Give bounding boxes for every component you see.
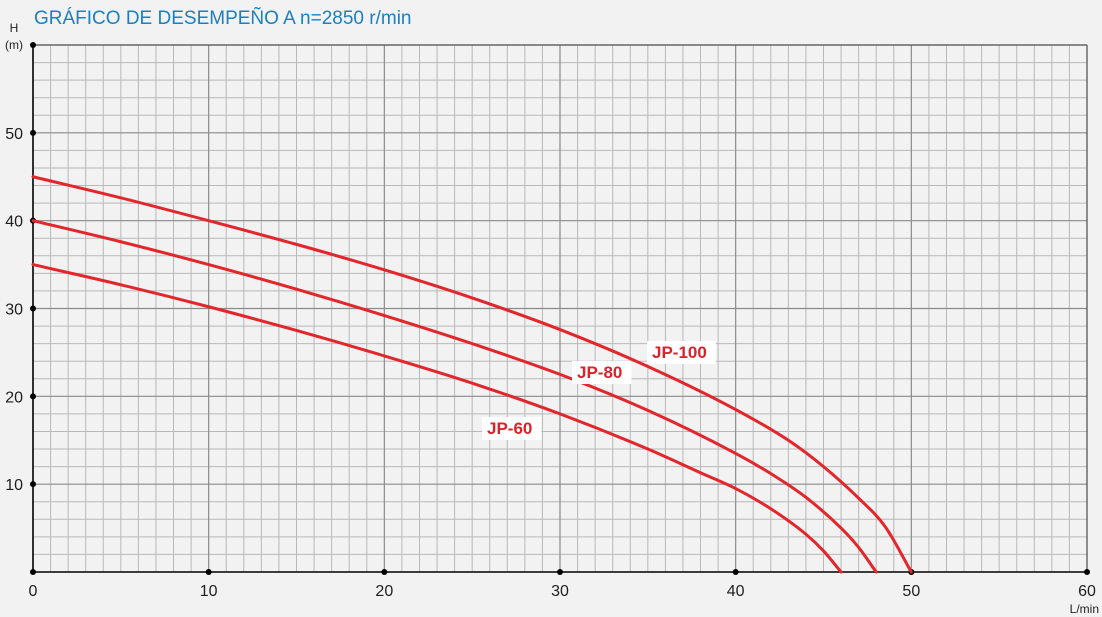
y-tick-label: 30 bbox=[5, 302, 23, 319]
x-tick-dot bbox=[557, 569, 563, 575]
y-tick-dot bbox=[30, 481, 36, 488]
x-tick-label: 30 bbox=[551, 583, 569, 600]
ticks: 0 10 20 30 40 50 60 10 20 30 40 50 bbox=[5, 42, 1096, 600]
series-lines bbox=[31, 175, 913, 574]
y-tick-dot bbox=[30, 305, 36, 312]
series-line-jp-80 bbox=[31, 219, 878, 574]
x-tick-label: 20 bbox=[375, 583, 393, 600]
x-tick-dot bbox=[30, 569, 36, 575]
series-label-text: JP-80 bbox=[577, 363, 622, 382]
y-tick-label: 20 bbox=[5, 389, 23, 406]
series-line-jp-60 bbox=[31, 263, 843, 574]
y-tick-label: 40 bbox=[5, 214, 23, 231]
x-tick-label: 40 bbox=[727, 583, 745, 600]
series-line-jp-100 bbox=[31, 175, 913, 574]
series-label-bg bbox=[572, 361, 632, 384]
x-tick-dot bbox=[732, 569, 739, 575]
y-tick-label: 10 bbox=[5, 477, 23, 494]
series-labels: JP-100 JP-80 JP-60 bbox=[482, 341, 716, 440]
series-label-bg bbox=[482, 417, 542, 440]
y-tick-dot bbox=[30, 393, 36, 400]
series-label-jp-60: JP-60 bbox=[482, 417, 542, 440]
y-axis-top-dot bbox=[30, 42, 36, 48]
x-tick-label: 10 bbox=[200, 583, 218, 600]
y-tick-label: 50 bbox=[5, 126, 23, 143]
series-label-text: JP-60 bbox=[487, 419, 532, 438]
x-tick-dot bbox=[1084, 569, 1090, 575]
x-tick-label: 60 bbox=[1078, 583, 1096, 600]
y-tick-dot bbox=[30, 129, 36, 136]
grid bbox=[33, 44, 1088, 572]
series-label-jp-80: JP-80 bbox=[572, 361, 632, 384]
y-axis-unit: (m) bbox=[5, 38, 23, 52]
y-axis-label: H bbox=[10, 21, 19, 35]
series-label-jp-100: JP-100 bbox=[647, 341, 716, 364]
x-tick-dot bbox=[381, 569, 388, 575]
series-label-bg bbox=[647, 341, 716, 364]
x-tick-label: 0 bbox=[29, 583, 38, 600]
series-label-text: JP-100 bbox=[652, 343, 707, 362]
x-axis-label: L/min bbox=[1070, 602, 1099, 616]
x-tick-label: 50 bbox=[902, 583, 920, 600]
x-tick-dot bbox=[205, 569, 212, 575]
chart-title: GRÁFICO DE DESEMPEÑO A n=2850 r/min bbox=[34, 7, 412, 29]
